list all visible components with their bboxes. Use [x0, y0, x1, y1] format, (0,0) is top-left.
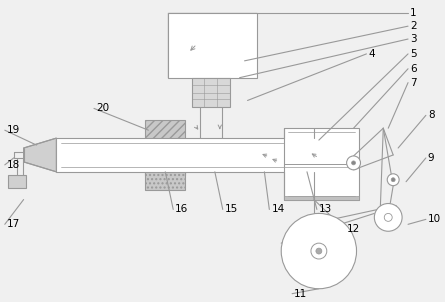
- Circle shape: [281, 214, 356, 289]
- Text: 14: 14: [271, 204, 284, 214]
- Bar: [284, 196, 359, 200]
- Text: 2: 2: [410, 21, 417, 31]
- Text: 16: 16: [175, 204, 188, 214]
- Text: 19: 19: [7, 125, 20, 135]
- Text: 20: 20: [96, 103, 109, 113]
- Text: 4: 4: [368, 49, 375, 59]
- Bar: [8, 175, 26, 188]
- Text: 8: 8: [428, 110, 434, 120]
- Bar: [146, 155, 185, 190]
- Circle shape: [384, 214, 392, 221]
- Circle shape: [391, 178, 395, 182]
- Circle shape: [374, 204, 402, 231]
- Text: 12: 12: [347, 224, 360, 234]
- Circle shape: [311, 243, 327, 259]
- Text: 15: 15: [225, 204, 238, 214]
- Text: 6: 6: [410, 64, 417, 74]
- Text: 7: 7: [410, 78, 417, 88]
- Text: 10: 10: [428, 214, 441, 224]
- Polygon shape: [24, 138, 57, 172]
- Text: 13: 13: [319, 204, 332, 214]
- Bar: [284, 128, 359, 200]
- Text: 1: 1: [410, 8, 417, 18]
- Bar: [168, 13, 258, 78]
- Text: 9: 9: [428, 153, 434, 163]
- Bar: [146, 120, 185, 175]
- Text: 11: 11: [294, 289, 307, 299]
- Circle shape: [347, 156, 360, 170]
- Text: 3: 3: [410, 34, 417, 44]
- Text: 17: 17: [7, 219, 20, 229]
- Circle shape: [352, 161, 356, 165]
- Bar: [192, 78, 230, 108]
- Text: 18: 18: [7, 160, 20, 170]
- Circle shape: [316, 248, 322, 254]
- Bar: [57, 138, 314, 172]
- Text: 5: 5: [410, 49, 417, 59]
- Circle shape: [387, 174, 399, 186]
- Bar: [168, 13, 258, 78]
